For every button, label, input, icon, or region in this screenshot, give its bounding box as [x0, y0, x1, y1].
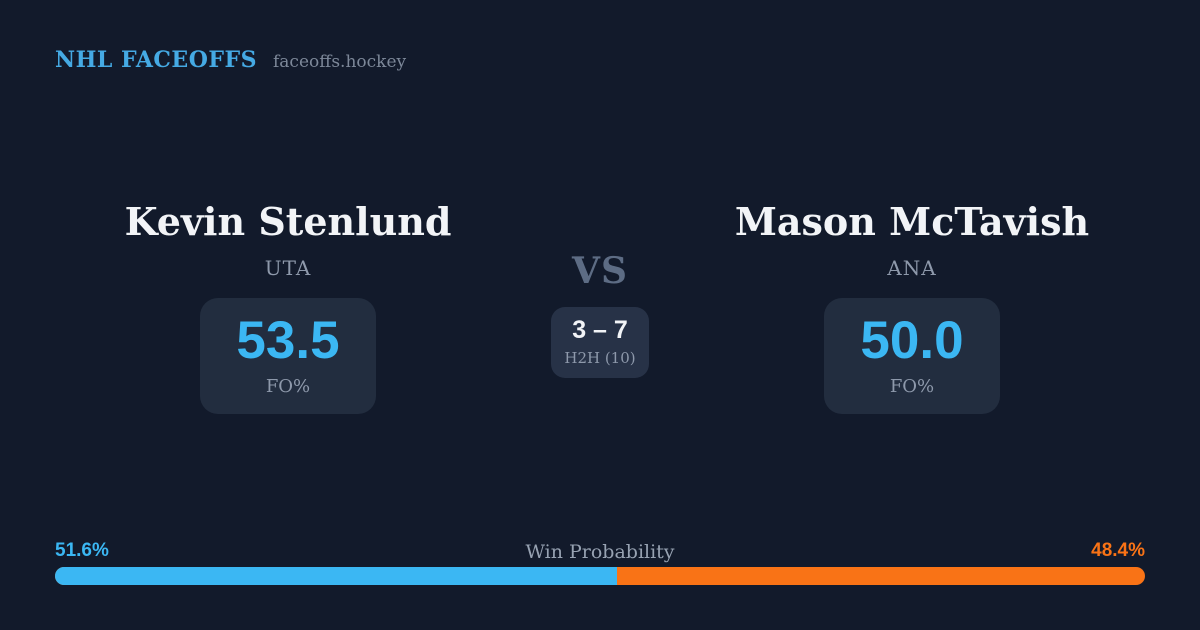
h2h-box: 3 – 7 H2H (10) [551, 307, 649, 379]
player-column-right: Mason McTavish ANA 50.0 FO% [732, 200, 1092, 414]
win-probability-bar [55, 567, 1145, 585]
player-column-left: Kevin Stenlund UTA 53.5 FO% [108, 200, 468, 414]
vs-label: VS [572, 250, 628, 292]
player-name-left: Kevin Stenlund [124, 199, 452, 244]
h2h-label: H2H (10) [564, 349, 636, 368]
fo-pct-label-right: FO% [889, 376, 935, 398]
win-probability-title: Win Probability [525, 541, 675, 563]
h2h-score: 3 – 7 [572, 316, 628, 345]
fo-pct-value-right: 50.0 [860, 311, 964, 371]
versus-column: VS 3 – 7 H2H (10) [520, 250, 680, 379]
win-probability-labels: 51.6% Win Probability 48.4% [55, 540, 1145, 564]
win-pct-right: 48.4% [1091, 540, 1145, 561]
fo-pct-label-left: FO% [265, 376, 311, 398]
win-pct-left: 51.6% [55, 540, 109, 561]
team-abbr-right: ANA [887, 255, 937, 280]
brand-logo-text: NHL FACEOFFS [55, 47, 257, 73]
header: NHL FACEOFFS faceoffs.hockey [55, 47, 406, 73]
player-name-right: Mason McTavish [734, 199, 1090, 244]
win-bar-left-segment [55, 567, 618, 585]
stat-card-right: 50.0 FO% [824, 297, 1000, 414]
team-abbr-left: UTA [264, 255, 312, 280]
stat-card-left: 53.5 FO% [200, 297, 376, 414]
fo-pct-value-left: 53.5 [236, 311, 340, 371]
site-url-text: faceoffs.hockey [273, 52, 407, 72]
